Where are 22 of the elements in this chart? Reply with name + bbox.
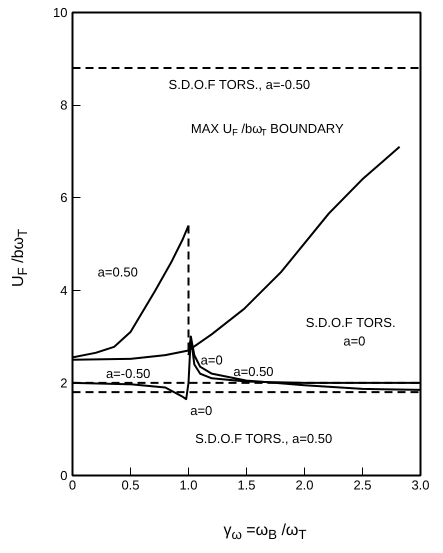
y-tick-label: 0 xyxy=(60,468,68,483)
annotation: S.D.O.F TORS. xyxy=(306,315,396,330)
y-tick-label: 8 xyxy=(60,98,68,113)
y-tick-label: 2 xyxy=(60,375,68,390)
y-tick-label: 6 xyxy=(60,190,68,206)
annotation: a=0 xyxy=(343,334,366,349)
annotation: a=0 xyxy=(200,352,223,368)
x-axis-title: γ$_{ω}$ =ω$_{B}$ /ω$_{T}$ xyxy=(223,521,307,544)
annotation: a=0.50 xyxy=(98,264,138,280)
annotation: a=-0.50 xyxy=(106,366,150,382)
y-tick-label: 10 xyxy=(53,5,68,20)
x-tick-label: 2.0 xyxy=(295,478,314,492)
annotation: S.D.O.F TORS., a=-0.50 xyxy=(168,76,310,92)
annotation: S.D.O.F TORS., a=0.50 xyxy=(195,430,332,446)
y-tick-label: 4 xyxy=(60,282,68,298)
x-tick-label: 1.5 xyxy=(237,478,256,492)
x-tick-label: 3.0 xyxy=(411,478,430,492)
x-tick-label: 1.0 xyxy=(179,478,198,492)
x-tick-label: 2.5 xyxy=(353,478,372,492)
annotation: a=0.50 xyxy=(233,364,274,379)
annotation: a=0 xyxy=(190,403,212,418)
x-tick-label: 0.5 xyxy=(121,478,140,492)
